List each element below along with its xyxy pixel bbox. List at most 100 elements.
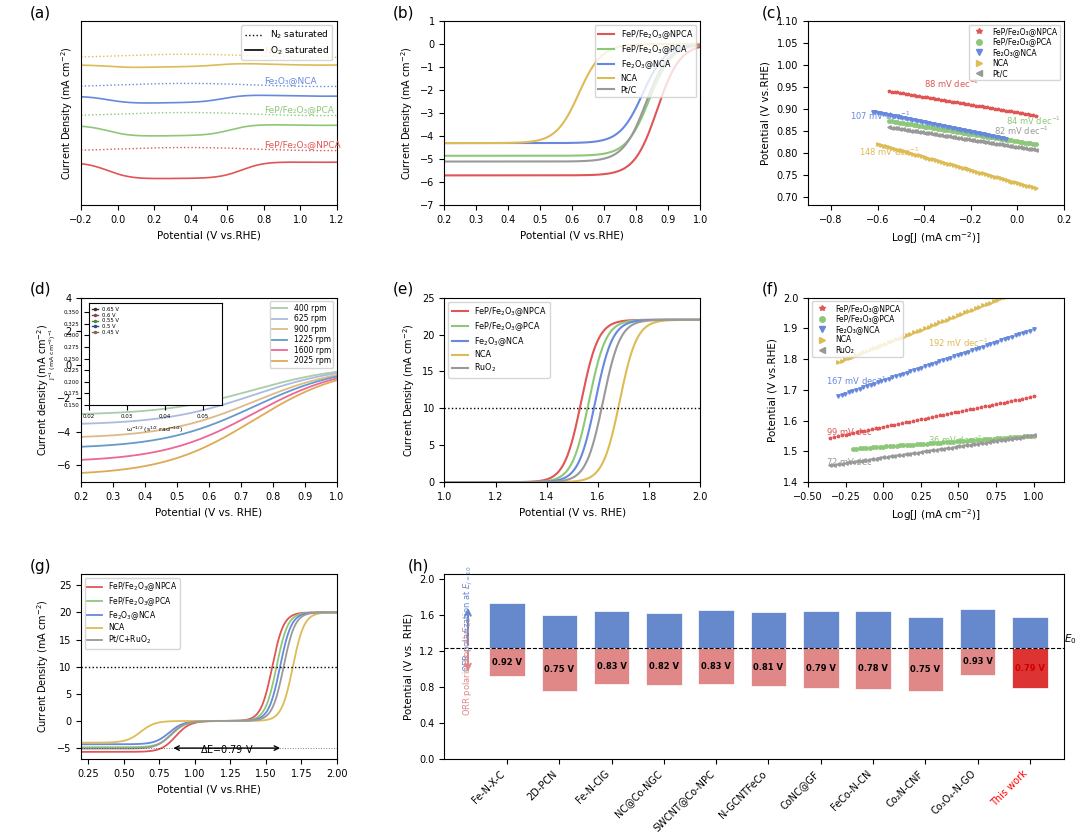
1225 rpm <box>158 433 171 443</box>
Text: 0.92 V: 0.92 V <box>492 658 522 666</box>
Line: FeP/Fe₂O₃@NPCA: FeP/Fe₂O₃@NPCA <box>888 89 1038 118</box>
FeP/Fe₂O₃@PCA <box>1013 137 1026 147</box>
Fe$_2$O$_3$@NCA <box>591 389 604 399</box>
Fe$_2$O$_3$@NCA <box>438 138 451 148</box>
625 rpm <box>106 418 119 428</box>
FeP/Fe₂O₃@NPCA <box>918 92 931 102</box>
Y-axis label: Potential (V vs.RHE): Potential (V vs.RHE) <box>761 61 771 165</box>
Bar <box>646 613 681 648</box>
FeP/Fe$_2$O$_3$@NPCA <box>274 628 287 638</box>
Line: NCA: NCA <box>81 612 337 742</box>
NCA <box>688 314 701 324</box>
NCA <box>1005 289 1018 299</box>
Line: Pt/C: Pt/C <box>888 125 1038 152</box>
FeP/Fe₂O₃@NPCA <box>900 417 913 427</box>
Legend: FeP/Fe$_2$O$_3$@NPCA, FeP/Fe$_2$O$_3$@PCA, Fe$_2$O$_3$@NCA, NCA, Pt/C: FeP/Fe$_2$O$_3$@NPCA, FeP/Fe$_2$O$_3$@PC… <box>595 25 697 98</box>
FeP/Fe$_2$O$_3$@NPCA <box>693 42 706 52</box>
FeP/Fe$_2$O$_3$@PCA <box>178 720 191 730</box>
FeP/Fe₂O₃@NPCA <box>1027 391 1040 401</box>
FeP/Fe₂O₃@NPCA <box>873 423 886 433</box>
Fe$_2$O$_3$@NCA <box>693 314 706 324</box>
Line: Fe$_2$O$_3$@NCA: Fe$_2$O$_3$@NCA <box>81 612 337 744</box>
NCA <box>930 155 943 165</box>
FeP/Fe₂O₃@PCA <box>914 439 927 449</box>
NCA <box>1029 183 1042 193</box>
Line: 1225 rpm: 1225 rpm <box>81 376 337 447</box>
Fe$_2$O$_3$@NCA <box>522 138 535 148</box>
Text: 0.79 V: 0.79 V <box>1015 664 1044 672</box>
Bar <box>699 610 734 648</box>
Y-axis label: Potential (V vs. RHE): Potential (V vs. RHE) <box>404 613 414 721</box>
Fe₂O₃@NCA <box>881 110 894 120</box>
NCA <box>599 48 612 58</box>
Pt/C <box>693 40 706 50</box>
625 rpm <box>330 368 343 378</box>
Bar <box>699 648 734 684</box>
X-axis label: Log[J (mA cm$^{-2}$)]: Log[J (mA cm$^{-2}$)] <box>891 507 981 523</box>
FeP/Fe$_2$O$_3$@PCA <box>688 314 701 324</box>
Fe$_2$O$_3$@NCA <box>187 716 200 726</box>
FeP/Fe$_2$O$_3$@PCA <box>100 742 113 752</box>
Bar <box>1012 648 1048 688</box>
1600 rpm <box>158 445 171 455</box>
Fe$_2$O$_3$@NCA <box>577 447 590 457</box>
FeP/Fe₂O₃@NPCA <box>910 91 923 101</box>
NCA <box>178 716 191 726</box>
Bar <box>594 648 630 684</box>
Pt/C <box>539 157 552 167</box>
Pt/C <box>918 128 931 138</box>
FeP/Fe$_2$O$_3$@PCA <box>693 40 706 50</box>
RuO₂ <box>862 455 875 465</box>
Fe₂O₃@NCA <box>1027 324 1040 334</box>
NCA <box>279 694 292 704</box>
FeP/Fe₂O₃@NPCA <box>1024 392 1037 402</box>
Text: 0.93 V: 0.93 V <box>962 657 993 666</box>
900 rpm <box>75 432 87 442</box>
Pt/C+RuO$_2$ <box>279 654 292 664</box>
1225 rpm <box>176 429 189 439</box>
FeP/Fe₂O₃@PCA <box>1027 430 1040 440</box>
RuO$_2$ <box>561 475 573 485</box>
Y-axis label: Current Density (mA cm$^{-2}$): Current Density (mA cm$^{-2}$) <box>401 323 417 457</box>
FeP/Fe₂O₃@NPCA <box>1029 110 1042 120</box>
FeP/Fe$_2$O$_3$@PCA <box>559 467 572 477</box>
NCA <box>879 339 892 349</box>
Bar <box>855 648 891 689</box>
Text: 0.75 V: 0.75 V <box>910 666 941 675</box>
RuO$_2$ <box>438 477 451 487</box>
FeP/Fe$_2$O$_3$@PCA <box>591 361 604 371</box>
625 rpm <box>158 413 171 423</box>
Pt/C <box>624 133 637 143</box>
FeP/Fe$_2$O$_3$@PCA <box>648 315 661 325</box>
NCA <box>577 475 590 485</box>
Pt/C <box>1013 143 1026 153</box>
Text: 0.79 V: 0.79 V <box>806 664 836 672</box>
Legend: 400 rpm, 625 rpm, 900 rpm, 1225 rpm, 1600 rpm, 2025 rpm: 400 rpm, 625 rpm, 900 rpm, 1225 rpm, 160… <box>270 301 333 368</box>
RuO$_2$ <box>688 314 701 324</box>
NCA <box>1026 183 1039 193</box>
FeP/Fe$_2$O$_3$@NPCA <box>75 747 87 757</box>
Line: FeP/Fe$_2$O$_3$@NPCA: FeP/Fe$_2$O$_3$@NPCA <box>81 612 337 752</box>
Line: 2025 rpm: 2025 rpm <box>81 380 337 473</box>
Fe₂O₃@NCA <box>916 117 929 127</box>
2025 rpm <box>158 457 171 467</box>
X-axis label: Potential (V vs. RHE): Potential (V vs. RHE) <box>156 507 262 517</box>
NCA <box>251 716 264 726</box>
NCA <box>901 147 914 157</box>
NCA <box>909 149 922 159</box>
Pt/C <box>882 122 895 132</box>
Fe₂O₃@NCA <box>853 384 866 394</box>
Pt/C <box>1027 144 1040 154</box>
Text: (e): (e) <box>393 282 415 297</box>
FeP/Fe$_2$O$_3$@NPCA <box>688 314 701 324</box>
Pt/C <box>1029 145 1042 155</box>
Fe$_2$O$_3$@NCA <box>75 739 87 749</box>
Text: (a): (a) <box>30 5 51 20</box>
FeP/Fe$_2$O$_3$@NPCA <box>591 338 604 348</box>
FeP/Fe₂O₃@NPCA <box>824 433 837 443</box>
FeP/Fe₂O₃@PCA <box>1008 432 1021 442</box>
FeP/Fe$_2$O$_3$@PCA <box>624 133 637 143</box>
Line: NCA: NCA <box>445 319 700 482</box>
Text: 167 mV dec$^{-1}$: 167 mV dec$^{-1}$ <box>826 374 887 387</box>
FeP/Fe$_2$O$_3$@PCA <box>539 151 552 161</box>
